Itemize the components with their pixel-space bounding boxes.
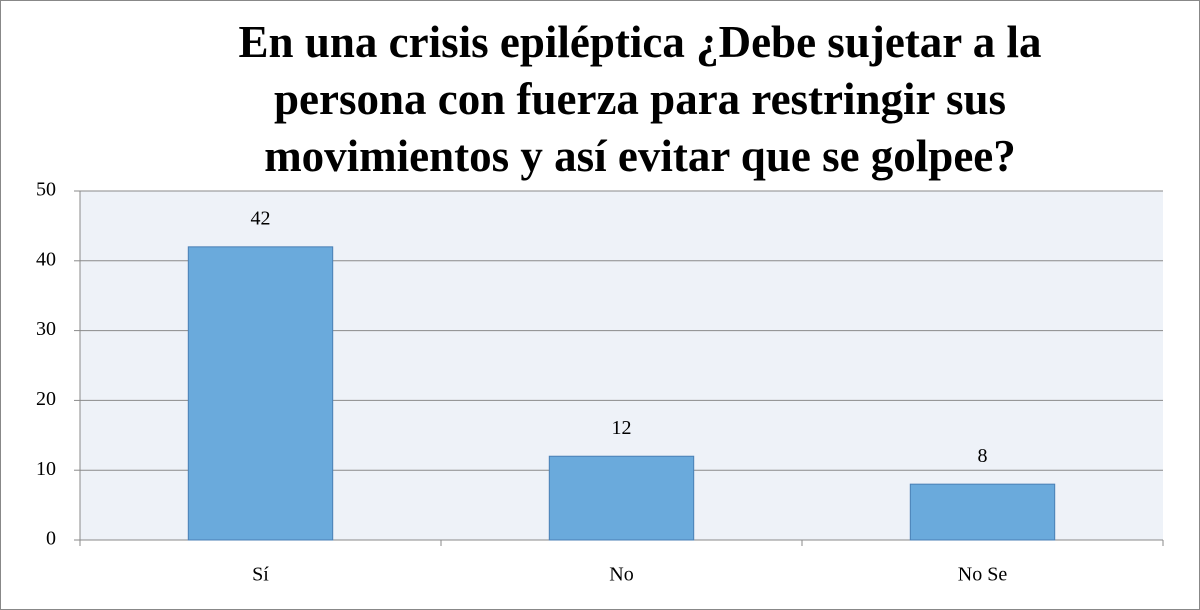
y-tick-label: 30	[36, 318, 56, 340]
data-label: 12	[612, 417, 632, 439]
chart-title: En una crisis epiléptica ¿Debe sujetar a…	[238, 17, 1042, 181]
y-tick-label: 10	[36, 458, 56, 480]
x-tick-label: No	[609, 564, 633, 586]
y-tick-label: 0	[46, 528, 56, 550]
bar	[187, 246, 334, 541]
bar	[909, 483, 1056, 541]
y-tick-label: 50	[36, 179, 56, 201]
x-tick-label: Sí	[252, 564, 269, 586]
data-label: 8	[978, 445, 988, 467]
data-label: 42	[251, 207, 271, 229]
x-tick-label: No Se	[958, 564, 1008, 586]
y-tick-label: 40	[36, 248, 56, 270]
y-tick-label: 20	[36, 388, 56, 410]
bar	[548, 455, 695, 541]
